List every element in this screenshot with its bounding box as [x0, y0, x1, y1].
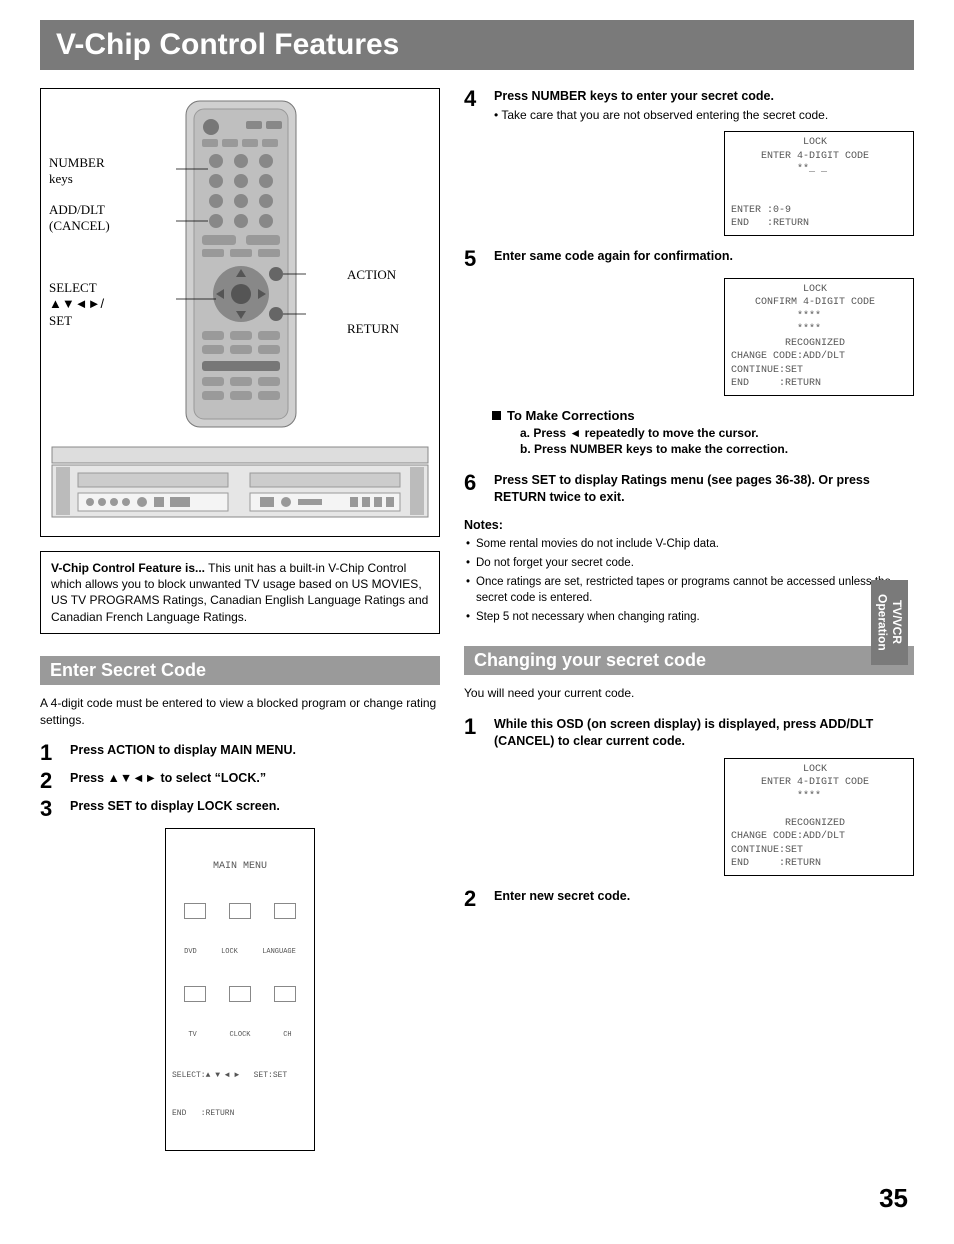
- step-4-sub: • Take care that you are not observed en…: [494, 107, 914, 123]
- enter-code-lead: A 4-digit code must be entered to view a…: [40, 695, 440, 729]
- label-action: ACTION: [347, 267, 431, 283]
- change-step-2: 2 Enter new secret code.: [464, 888, 914, 910]
- osd-enter-code: LOCK ENTER 4-DIGIT CODE **_ _ ENTER :0-9…: [724, 131, 914, 236]
- label-select-set: SELECT ▲▼◄►/ SET: [49, 280, 135, 329]
- step-number: 4: [464, 88, 484, 123]
- feature-box-title: V-Chip Control Feature is...: [51, 561, 205, 575]
- step-5: 5 Enter same code again for confirmation…: [464, 248, 914, 270]
- change-step-1-text: While this OSD (on screen display) is di…: [494, 716, 914, 750]
- label-number-keys: NUMBER keys: [49, 155, 135, 188]
- square-bullet-icon: [492, 411, 501, 420]
- step-number: 2: [464, 888, 484, 910]
- change-code-lead: You will need your current code.: [464, 685, 914, 702]
- side-tab: TV/VCR Operation: [871, 580, 908, 665]
- step-6: 6 Press SET to display Ratings menu (see…: [464, 472, 914, 506]
- corrections-heading: To Make Corrections: [492, 408, 914, 423]
- step-2: 2 Press ▲▼◄► to select “LOCK.”: [40, 770, 440, 792]
- remote-diagram-box: NUMBER keys ADD/DLT (CANCEL) SELECT ▲▼◄►…: [40, 88, 440, 537]
- step-4-text: Press NUMBER keys to enter your secret c…: [494, 88, 914, 105]
- note-item: Once ratings are set, restricted tapes o…: [464, 574, 914, 606]
- step-1: 1 Press ACTION to display MAIN MENU.: [40, 742, 440, 764]
- osd-confirm-code: LOCK CONFIRM 4-DIGIT CODE **** **** RECO…: [724, 278, 914, 396]
- step-3: 3 Press SET to display LOCK screen.: [40, 798, 440, 820]
- notes-heading: Notes:: [464, 518, 914, 532]
- osd-main-menu: MAIN MENU DVD LOCK LANGUAGE TV CLOCK CH …: [165, 828, 315, 1151]
- change-step-1: 1 While this OSD (on screen display) is …: [464, 716, 914, 750]
- label-return: RETURN: [347, 321, 431, 337]
- step-6-text: Press SET to display Ratings menu (see p…: [494, 472, 914, 506]
- step-3-text: Press SET to display LOCK screen.: [70, 798, 440, 815]
- page-number: 35: [40, 1183, 914, 1214]
- remote-control-svg: [176, 99, 306, 429]
- vcr-front-panel-svg: [49, 443, 431, 523]
- step-4: 4 Press NUMBER keys to enter your secret…: [464, 88, 914, 123]
- note-item: Some rental movies do not include V-Chip…: [464, 536, 914, 552]
- step-number: 2: [40, 770, 60, 792]
- page-title: V-Chip Control Features: [40, 20, 914, 70]
- step-number: 3: [40, 798, 60, 820]
- correction-b: b. Press NUMBER keys to make the correct…: [520, 441, 914, 458]
- notes-block: Notes: Some rental movies do not include…: [464, 518, 914, 625]
- feature-description-box: V-Chip Control Feature is... This unit h…: [40, 551, 440, 634]
- step-number: 1: [464, 716, 484, 750]
- step-number: 1: [40, 742, 60, 764]
- note-item: Do not forget your secret code.: [464, 555, 914, 571]
- step-number: 6: [464, 472, 484, 506]
- section-change-secret-code: Changing your secret code: [464, 646, 914, 675]
- step-5-text: Enter same code again for confirmation.: [494, 248, 914, 265]
- change-step-2-text: Enter new secret code.: [494, 888, 914, 905]
- label-add-dlt: ADD/DLT (CANCEL): [49, 202, 135, 235]
- step-number: 5: [464, 248, 484, 270]
- osd-recognized: LOCK ENTER 4-DIGIT CODE **** RECOGNIZED …: [724, 758, 914, 876]
- step-2-text: Press ▲▼◄► to select “LOCK.”: [70, 770, 440, 787]
- note-item: Step 5 not necessary when changing ratin…: [464, 609, 914, 625]
- section-enter-secret-code: Enter Secret Code: [40, 656, 440, 685]
- correction-a: a. Press ◄ repeatedly to move the cursor…: [520, 425, 914, 442]
- step-1-text: Press ACTION to display MAIN MENU.: [70, 742, 440, 759]
